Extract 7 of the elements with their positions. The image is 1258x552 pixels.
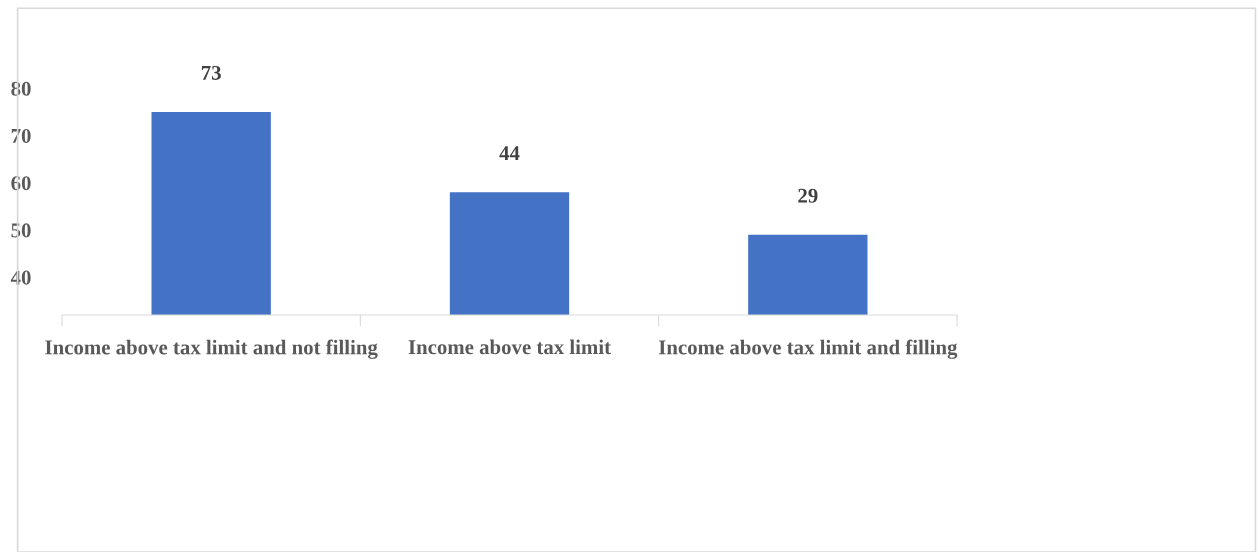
y-tick-label: 70 — [11, 128, 31, 143]
annotation: 29 — [798, 188, 818, 203]
annotation: 73 — [201, 65, 221, 80]
x-tick-label: Income above tax limit and filling — [658, 339, 958, 359]
x-tick-label: Income above tax limit — [408, 339, 611, 355]
annotation: 44 — [499, 146, 520, 160]
x-tick-label: Income above tax limit and not filling — [45, 339, 378, 359]
